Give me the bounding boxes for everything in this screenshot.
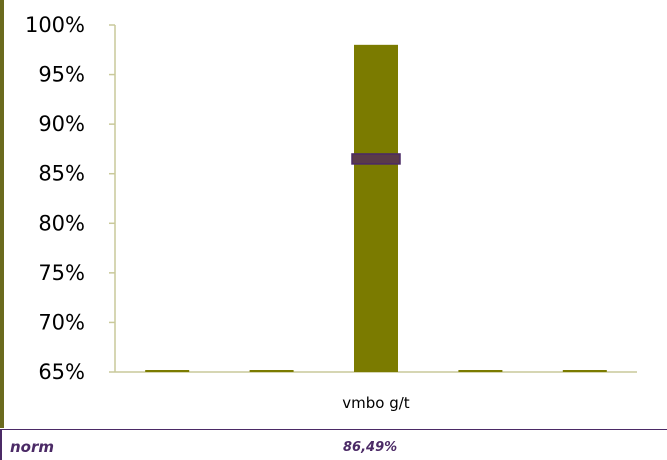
- y-tick-label: 100%: [25, 13, 85, 37]
- norm-markers: [351, 153, 401, 165]
- y-tick-label: 70%: [38, 310, 85, 334]
- bar: [354, 44, 398, 372]
- y-tick-label: 95%: [38, 63, 85, 87]
- y-tick-label: 90%: [38, 112, 85, 136]
- y-tick-label: 85%: [38, 162, 85, 186]
- left-accent-bar: [0, 0, 4, 428]
- bar: [562, 370, 607, 372]
- bar: [249, 370, 294, 372]
- bars: [145, 44, 607, 372]
- norm-label: norm: [10, 438, 55, 456]
- bar: [145, 370, 190, 372]
- y-tick-label: 80%: [38, 211, 85, 235]
- footer-accent-bar: [0, 430, 2, 460]
- norm-footer: norm 86,49%: [0, 429, 667, 460]
- x-axis-labels: vmbo g/t: [342, 394, 410, 412]
- y-tick-label: 75%: [38, 261, 85, 285]
- y-tick-label: 65%: [38, 360, 85, 384]
- norm-value: 86,49%: [343, 440, 398, 455]
- bar-chart: 65% 70% 75% 80% 85% 90% 95% 100% vmbo g/t: [25, 13, 637, 412]
- norm-marker: [351, 153, 401, 165]
- x-category-label: vmbo g/t: [342, 394, 410, 412]
- bar: [458, 370, 503, 372]
- y-axis-ticks: 65% 70% 75% 80% 85% 90% 95% 100%: [25, 13, 115, 384]
